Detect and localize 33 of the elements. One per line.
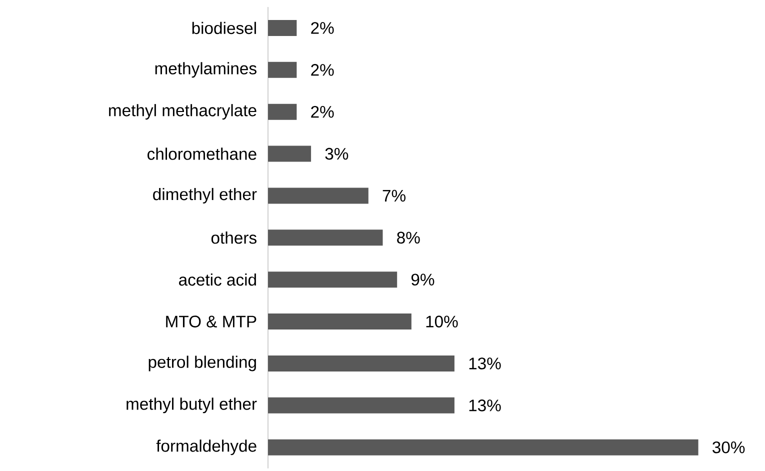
data-label: 10%	[426, 316, 458, 328]
y-tick-label: formaldehyde	[156, 440, 256, 456]
bar	[268, 314, 412, 330]
data-label: 7%	[382, 190, 406, 202]
y-tick-label: MTO & MTP	[166, 316, 256, 328]
data-label: 2%	[311, 22, 334, 34]
y-tick-label: petrol blending	[148, 356, 256, 372]
bar	[268, 188, 368, 204]
bar	[268, 104, 297, 120]
y-tick-label: acetic acid	[179, 273, 256, 286]
bar	[268, 62, 297, 78]
bar	[268, 20, 297, 36]
data-label: 2%	[311, 106, 334, 118]
bar	[268, 230, 383, 246]
y-tick-label: others	[211, 232, 256, 244]
bar	[268, 146, 312, 162]
bar	[268, 355, 454, 372]
bar	[268, 397, 454, 414]
data-label: 8%	[397, 232, 420, 244]
data-label: 3%	[325, 148, 348, 160]
data-label: 2%	[311, 64, 334, 76]
y-tick-label: dimethyl ether	[153, 188, 257, 204]
y-tick-label: methylamines	[155, 62, 256, 78]
bar	[268, 439, 698, 456]
data-label: 9%	[411, 274, 434, 286]
bar	[268, 272, 398, 288]
y-tick-label: chloromethane	[148, 148, 256, 160]
data-label: 13%	[469, 400, 501, 412]
y-tick-label: biodiesel	[192, 22, 256, 34]
y-tick-label: methyl butyl ether	[126, 398, 257, 414]
data-label: 13%	[469, 358, 501, 370]
y-tick-label: methyl methacrylate	[109, 104, 256, 120]
data-label: 30%	[712, 441, 745, 454]
